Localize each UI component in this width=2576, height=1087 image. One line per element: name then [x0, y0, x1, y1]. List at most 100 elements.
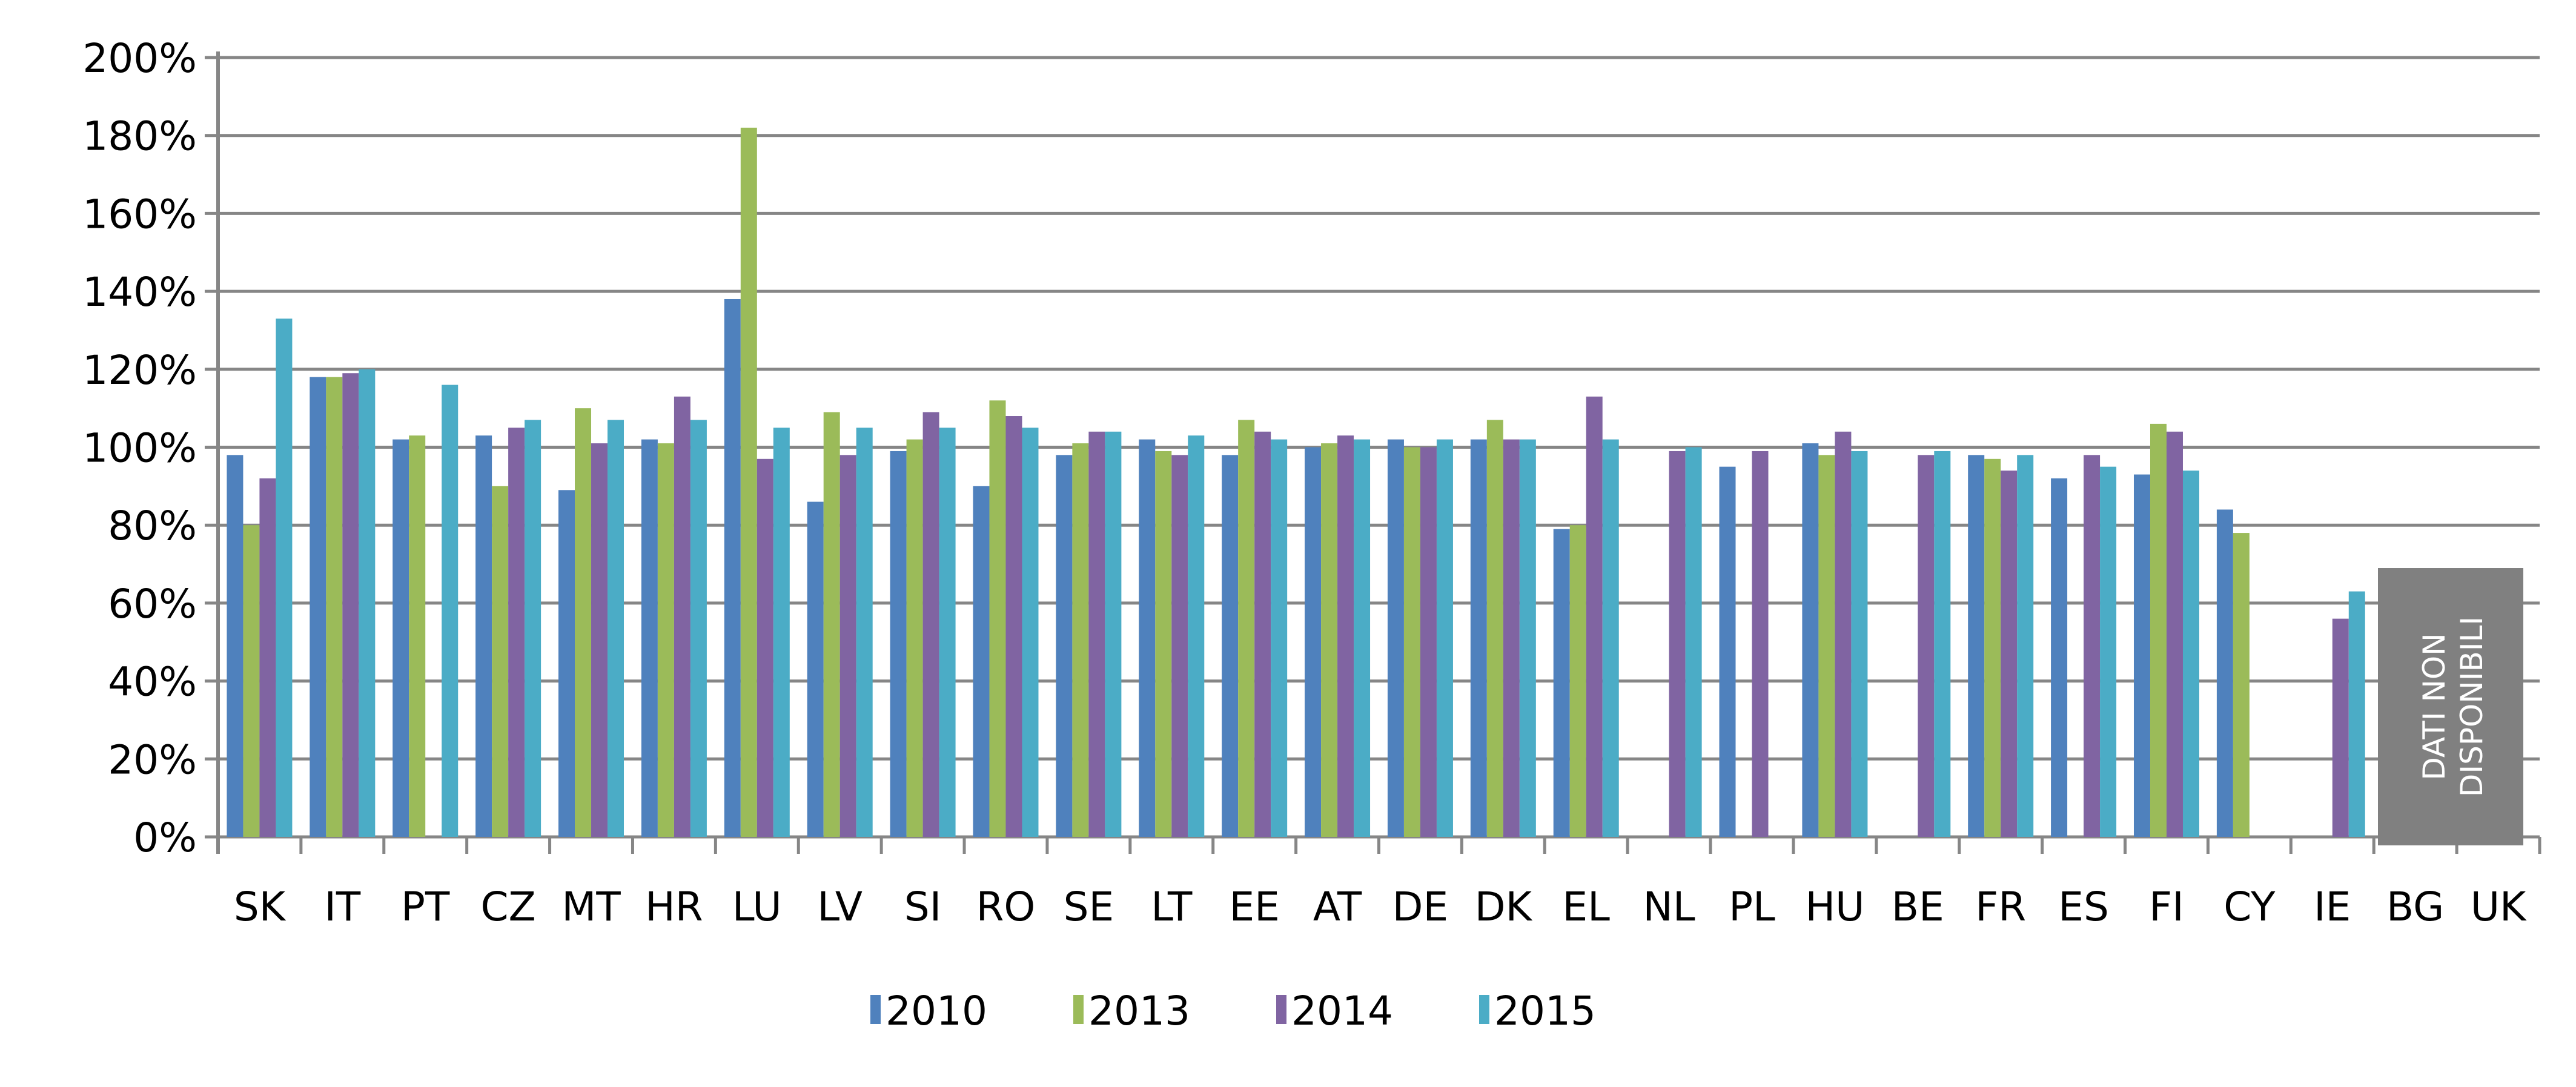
bar-PL-2010	[1719, 466, 1736, 837]
bar-AT-2013	[1321, 443, 1338, 837]
bar-DE-2010	[1387, 439, 1404, 837]
bar-FR-2013	[1984, 458, 2001, 837]
bar-PL-2014	[1752, 451, 1769, 837]
bar-CZ-2010	[475, 435, 492, 837]
bar-EL-2010	[1553, 529, 1570, 837]
bar-EE-2013	[1238, 420, 1255, 837]
bar-RO-2014	[1005, 416, 1022, 837]
bar-CY-2013	[2233, 533, 2250, 837]
x-tick-label: NL	[1643, 884, 1695, 930]
bar-LU-2010	[724, 299, 741, 838]
bar-NL-2014	[1669, 451, 1686, 837]
bar-CZ-2015	[525, 420, 541, 837]
bar-SE-2010	[1056, 455, 1073, 837]
y-axis-tick-labels: 0% 20% 40% 60% 80% 100% 120% 140% 160% 180% 200%	[82, 35, 197, 861]
x-tick-label: HR	[645, 884, 703, 930]
x-tick-label: LV	[817, 884, 863, 930]
bar-BE-2015	[1934, 451, 1951, 837]
bar-HR-2015	[690, 420, 707, 837]
bar-FR-2010	[1968, 455, 1985, 837]
bar-IT-2015	[359, 369, 376, 837]
bar-SK-2013	[243, 525, 260, 837]
bar-SI-2013	[906, 439, 923, 837]
bar-AT-2014	[1337, 435, 1354, 837]
legend-label-2013: 2013	[1088, 988, 1190, 1034]
bar-LU-2015	[773, 428, 790, 837]
legend-swatch-2014	[1276, 995, 1286, 1024]
y-tick-label: 160%	[82, 191, 197, 237]
bar-FI-2010	[2133, 474, 2150, 837]
bar-SE-2014	[1088, 431, 1105, 837]
bar-LV-2015	[856, 428, 873, 837]
bars	[227, 127, 2365, 838]
bar-LV-2013	[823, 412, 840, 837]
bar-LV-2010	[807, 501, 824, 837]
y-tick-label: 140%	[82, 269, 197, 316]
bar-PT-2010	[392, 439, 409, 837]
bar-LT-2010	[1139, 439, 1156, 837]
bar-SK-2015	[276, 319, 293, 837]
bar-LT-2013	[1155, 451, 1172, 837]
bar-EE-2015	[1271, 439, 1288, 837]
bar-RO-2010	[973, 486, 990, 837]
x-tick-label: PT	[401, 884, 450, 930]
y-tick-label: 60%	[108, 581, 197, 627]
x-tick-label: FR	[1975, 884, 2026, 930]
legend-label-2010: 2010	[886, 988, 987, 1034]
legend-swatch-2015	[1479, 995, 1489, 1024]
y-tick-label: 40%	[108, 659, 197, 705]
x-tick-label: UK	[2471, 884, 2527, 930]
bar-SI-2015	[939, 428, 956, 837]
bar-DE-2014	[1420, 447, 1437, 837]
bar-MT-2014	[591, 443, 608, 837]
bar-SE-2013	[1072, 443, 1089, 837]
axes	[216, 51, 2541, 854]
no-data-box	[2378, 568, 2523, 845]
x-tick-label: BE	[1892, 884, 1944, 930]
y-tick-label: 20%	[108, 736, 197, 783]
x-tick-label: AT	[1313, 884, 1362, 930]
x-tick-label: HU	[1805, 884, 1864, 930]
bar-EE-2010	[1222, 455, 1239, 837]
bar-BE-2014	[1918, 455, 1935, 837]
x-tick-label: EE	[1229, 884, 1279, 930]
y-tick-label: 80%	[108, 503, 197, 549]
bar-FI-2014	[2166, 431, 2183, 837]
x-tick-label: PL	[1729, 884, 1775, 930]
bar-EE-2014	[1254, 431, 1271, 837]
x-tick-label: CY	[2223, 884, 2276, 930]
bar-EL-2015	[1602, 439, 1619, 837]
y-tick-label: 200%	[82, 35, 197, 82]
x-tick-label: IT	[324, 884, 360, 930]
bar-RO-2013	[989, 400, 1006, 837]
bar-HR-2014	[674, 396, 690, 837]
x-tick-label: DE	[1392, 884, 1449, 930]
x-tick-label: CZ	[480, 884, 535, 930]
bar-CY-2010	[2216, 509, 2233, 837]
legend: 2010 2013 2014 2015	[870, 988, 1596, 1034]
x-tick-label: RO	[976, 884, 1036, 930]
bar-MT-2013	[575, 408, 592, 837]
bar-MT-2015	[608, 420, 624, 837]
legend-label-2014: 2014	[1291, 988, 1393, 1034]
x-tick-label: IE	[2314, 884, 2351, 930]
bar-DK-2010	[1470, 439, 1487, 837]
bar-DE-2015	[1436, 439, 1453, 837]
bar-ES-2010	[2051, 478, 2068, 837]
x-tick-label: SE	[1064, 884, 1114, 930]
bar-AT-2015	[1354, 439, 1371, 837]
bar-FR-2015	[2017, 455, 2034, 837]
bar-HR-2010	[641, 439, 658, 837]
bar-DE-2013	[1403, 447, 1420, 837]
bar-DK-2015	[1519, 439, 1536, 837]
no-data-annotation: DATI NONDISPONIBILI	[2378, 568, 2523, 845]
bar-HU-2013	[1818, 455, 1835, 837]
x-tick-label: BG	[2386, 884, 2444, 930]
bar-EL-2014	[1586, 396, 1603, 837]
x-tick-label: DK	[1475, 884, 1533, 930]
bar-IE-2014	[2332, 618, 2349, 837]
no-data-text: DATI NONDISPONIBILI	[2417, 616, 2489, 797]
bar-FI-2015	[2182, 471, 2199, 837]
bar-LU-2013	[740, 127, 757, 838]
x-tick-label: EL	[1562, 884, 1610, 930]
